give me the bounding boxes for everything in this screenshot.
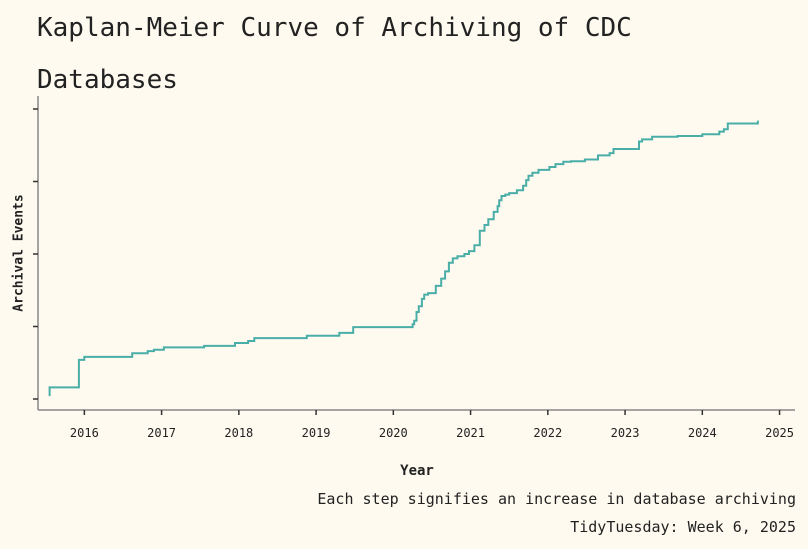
x-tick-label: 2020 — [379, 426, 408, 440]
caption-note: Each step signifies an increase in datab… — [317, 490, 796, 508]
x-axis-label: Year — [400, 463, 434, 479]
caption-source: TidyTuesday: Week 6, 2025 — [570, 518, 796, 536]
x-tick-label: 2021 — [456, 426, 485, 440]
x-tick-label: 2024 — [688, 426, 717, 440]
x-tick-label: 2017 — [147, 426, 176, 440]
x-tick-label: 2023 — [611, 426, 640, 440]
chart-title: Kaplan-Meier Curve of Archiving of CDC D… — [37, 13, 632, 95]
x-tick-label: 2025 — [765, 426, 794, 440]
km-step-line — [48, 120, 759, 397]
x-tick-label: 2018 — [224, 426, 253, 440]
x-tick-label: 2016 — [70, 426, 99, 440]
x-tick-label: 2022 — [533, 426, 562, 440]
x-tick-label: 2019 — [302, 426, 331, 440]
